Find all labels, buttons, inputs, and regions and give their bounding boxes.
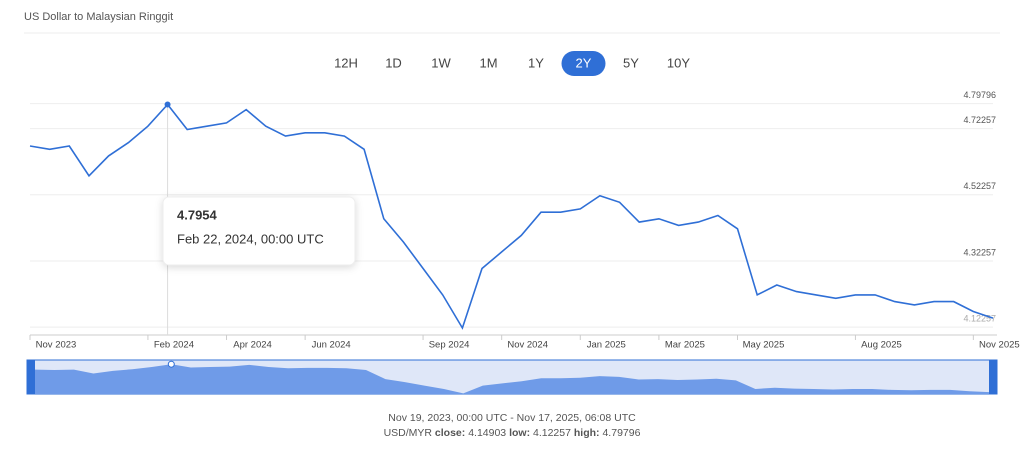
range-button[interactable]: 1M [479,55,497,70]
footer-stats: USD/MYR close: 4.14903 low: 4.12257 high… [384,427,641,439]
y-tick-label: 4.79796 [963,90,996,100]
navigator-point [167,360,175,368]
range-button[interactable]: 12H [334,55,358,70]
x-tick-label: Jan 2025 [587,340,626,351]
x-tick-label: Nov 2024 [507,340,548,351]
x-tick-label: Aug 2025 [861,340,902,351]
y-tick-label: 4.12257 [963,314,996,324]
stat-value: 4.12257 [533,427,571,439]
navigator-handle[interactable] [27,360,35,394]
stat-label: high: [574,427,600,439]
tooltip [162,196,356,266]
title: US Dollar to Malaysian Ringgit [24,11,173,23]
range-button[interactable]: 1D [385,55,402,70]
tooltip-date: Feb 22, 2024, 00:00 UTC [177,231,324,246]
y-tick-label: 4.52257 [963,181,996,191]
stat-label: low: [509,427,530,439]
x-tick-label: Nov 2025 [979,340,1020,351]
range-button-active [561,51,606,76]
range-button[interactable]: 2Y [576,55,592,70]
navigator-area [35,364,989,394]
y-tick-label: 4.32257 [963,247,996,257]
x-tick-label: Feb 2024 [154,340,194,351]
x-tick-label: May 2025 [743,340,785,351]
y-tick-label: 4.72257 [963,115,996,125]
footer-range: Nov 19, 2023, 00:00 UTC - Nov 17, 2025, … [388,412,636,424]
range-button[interactable]: 5Y [623,55,639,70]
x-tick-label: Jun 2024 [312,340,351,351]
range-button[interactable]: 1Y [528,55,544,70]
x-tick-label: Mar 2025 [665,340,705,351]
stat-label: close: [435,427,465,439]
x-tick-label: Apr 2024 [233,340,272,351]
price-line [29,103,994,330]
range-button[interactable]: 10Y [667,55,690,70]
hover-point [164,101,171,108]
navigator-handle[interactable] [989,360,997,394]
x-tick-label: Nov 2023 [36,340,77,351]
pair: USD/MYR [384,427,433,439]
stat-value: 4.79796 [602,427,640,439]
x-tick-label: Sep 2024 [429,340,470,351]
tooltip-value: 4.7954 [177,207,218,222]
stat-value: 4.14903 [468,427,506,439]
range-button[interactable]: 1W [431,55,451,70]
